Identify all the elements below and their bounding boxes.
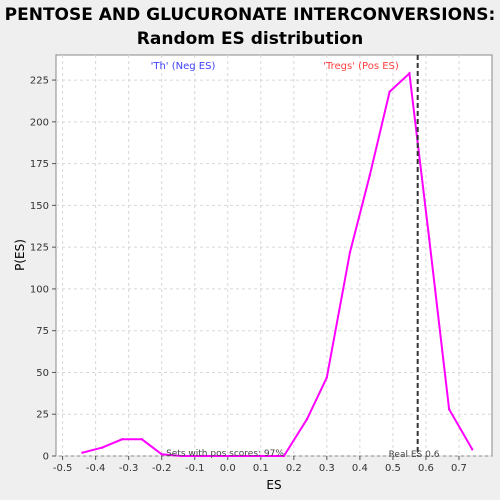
series-group xyxy=(81,55,474,458)
y-tick-label: 50 xyxy=(36,368,49,379)
data-point xyxy=(428,237,431,240)
data-point xyxy=(388,90,391,93)
data-point xyxy=(81,451,84,454)
x-tick-label: 0.0 xyxy=(220,463,236,474)
data-point xyxy=(305,418,309,421)
y-tick-label: 125 xyxy=(30,243,49,254)
data-point xyxy=(219,454,223,458)
y-tick-label: 0 xyxy=(43,452,49,463)
data-point xyxy=(447,408,451,411)
x-tick-label: -0.1 xyxy=(185,463,205,474)
legend-pos-label: 'Tregs' (Pos ES) xyxy=(323,61,399,72)
distribution-line xyxy=(82,71,474,457)
x-axis-ticks: -0.5 -0.4 -0.3 -0.2 -0.1 0.0 0.1 0.2 0.3 0.4 0.5 0.… xyxy=(53,456,467,474)
x-tick-label: 0.4 xyxy=(352,463,368,474)
data-point xyxy=(259,454,262,458)
data-point xyxy=(282,454,286,458)
grid-lines xyxy=(56,55,492,457)
pos-scores-label: Sets with pos scores: 97% xyxy=(166,449,284,459)
x-tick-label: 0.1 xyxy=(253,463,269,474)
chart-title-line1: PENTOSE AND GLUCURONATE INTERCONVERSIONS… xyxy=(4,5,496,25)
y-axis-ticks: 0 25 50 75 100 125 150 175 200 225 xyxy=(30,76,56,463)
x-tick-label: 0.6 xyxy=(418,463,434,474)
y-tick-label: 175 xyxy=(30,159,49,170)
data-point xyxy=(325,376,329,379)
data-point xyxy=(470,448,474,451)
data-point xyxy=(408,72,411,75)
x-tick-label: -0.2 xyxy=(152,463,172,474)
x-tick-label: -0.3 xyxy=(119,463,139,474)
data-point xyxy=(180,454,183,458)
data-point xyxy=(160,453,163,456)
y-tick-label: 225 xyxy=(30,76,49,87)
data-point xyxy=(140,438,144,441)
chart-title-line2: Random ES distribution xyxy=(136,29,364,49)
data-point xyxy=(200,454,203,458)
x-axis-label: ES xyxy=(266,478,281,492)
x-tick-label: -0.4 xyxy=(86,463,106,474)
real-es-label: Real ES 0.6 xyxy=(389,450,440,460)
x-tick-label: 0.5 xyxy=(385,463,401,474)
y-axis-label: P(ES) xyxy=(13,239,27,271)
plot-area xyxy=(55,54,493,457)
annotations: 'Th' (Neg ES) 'Tregs' (Pos ES) Sets with… xyxy=(151,61,440,460)
y-tick-label: 100 xyxy=(30,284,49,295)
x-tick-label: 0.2 xyxy=(286,463,302,474)
y-tick-label: 25 xyxy=(36,410,49,421)
y-tick-label: 200 xyxy=(30,117,49,128)
x-tick-label: -0.5 xyxy=(53,463,73,474)
y-tick-label: 150 xyxy=(30,201,49,212)
data-point xyxy=(101,446,104,449)
chart-title: PENTOSE AND GLUCURONATE INTERCONVERSIONS… xyxy=(0,3,500,51)
legend-neg-label: 'Th' (Neg ES) xyxy=(151,61,216,72)
y-tick-label: 75 xyxy=(36,326,49,337)
data-point xyxy=(239,454,243,458)
data-point xyxy=(368,174,371,177)
x-tick-label: 0.3 xyxy=(319,463,335,474)
data-point xyxy=(120,438,124,441)
x-tick-label: 0.7 xyxy=(451,463,467,474)
data-point xyxy=(348,250,352,254)
